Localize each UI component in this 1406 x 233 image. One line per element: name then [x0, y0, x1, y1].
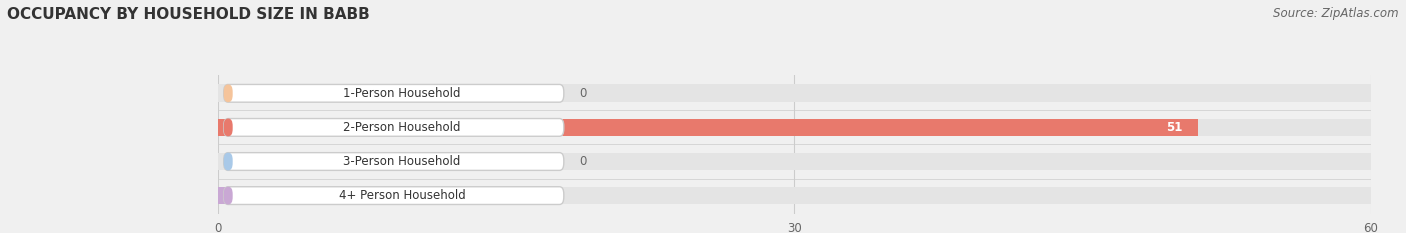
FancyBboxPatch shape — [224, 119, 564, 136]
Text: 0: 0 — [579, 87, 586, 100]
FancyBboxPatch shape — [224, 84, 564, 102]
Text: 3-Person Household: 3-Person Household — [343, 155, 461, 168]
Bar — [218, 187, 1371, 205]
FancyBboxPatch shape — [224, 187, 564, 205]
FancyBboxPatch shape — [224, 153, 232, 170]
Text: Source: ZipAtlas.com: Source: ZipAtlas.com — [1274, 7, 1399, 20]
FancyBboxPatch shape — [224, 153, 564, 170]
Text: 1-Person Household: 1-Person Household — [343, 87, 461, 100]
Text: 2-Person Household: 2-Person Household — [343, 121, 461, 134]
FancyBboxPatch shape — [224, 187, 232, 205]
Bar — [218, 187, 526, 205]
Text: 51: 51 — [1166, 121, 1182, 134]
Text: 16: 16 — [494, 189, 510, 202]
Text: 4+ Person Household: 4+ Person Household — [339, 189, 465, 202]
Text: 0: 0 — [579, 155, 586, 168]
Bar — [218, 119, 1198, 136]
FancyBboxPatch shape — [224, 84, 232, 102]
Text: OCCUPANCY BY HOUSEHOLD SIZE IN BABB: OCCUPANCY BY HOUSEHOLD SIZE IN BABB — [7, 7, 370, 22]
Bar — [218, 153, 1371, 170]
Bar — [218, 119, 1371, 136]
FancyBboxPatch shape — [224, 119, 232, 136]
Bar — [218, 84, 1371, 102]
